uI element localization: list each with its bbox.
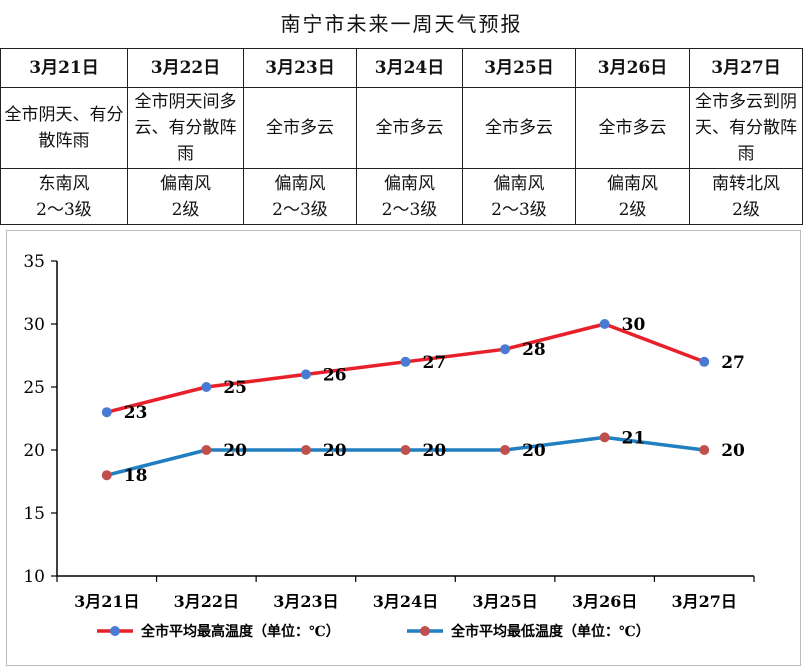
legend-marker <box>110 626 120 636</box>
data-label: 20 <box>323 441 347 461</box>
weather-cell: 全市多云 <box>243 87 357 169</box>
data-point <box>699 445 710 455</box>
date-cell: 3月21日 <box>0 48 128 88</box>
wind-direction: 东南风 <box>38 173 90 194</box>
data-label: 18 <box>124 466 148 486</box>
wind-direction: 偏南风 <box>274 173 326 194</box>
date-cell: 3月27日 <box>689 48 803 88</box>
series-line-low <box>106 435 705 477</box>
legend-label: 全市平均最高温度（单位：℃） <box>140 623 340 640</box>
y-tick-label: 20 <box>23 441 45 461</box>
page-title: 南宁市未来一周天气预报 <box>280 12 523 36</box>
temperature-chart: 10 15 20 25 30 35 3月21日 3月22日 3月23日 3月24日 3月25日 3月2… <box>6 230 801 666</box>
x-tick-label: 3月23日 <box>273 592 338 611</box>
data-label: 21 <box>622 428 646 448</box>
data-point <box>599 432 610 443</box>
x-tick-label: 3月22日 <box>174 592 239 611</box>
data-point <box>201 382 212 392</box>
y-tick-label: 35 <box>23 252 45 272</box>
wind-level: 2～3级 <box>491 199 547 220</box>
wind-cell: 偏南风 2～3级 <box>243 168 357 225</box>
y-tick-label: 25 <box>23 378 45 398</box>
data-label: 26 <box>323 365 347 385</box>
date-cell: 3月23日 <box>243 48 357 88</box>
data-label: 23 <box>124 403 148 423</box>
temperature-line-chart: 10 15 20 25 30 35 3月21日 3月22日 3月23日 3月24日 3月25日 3月2… <box>23 252 755 640</box>
data-point <box>500 445 511 455</box>
wind-level: 2～3级 <box>381 199 438 220</box>
wind-direction: 偏南风 <box>160 173 211 194</box>
data-point <box>599 319 610 329</box>
data-label: 27 <box>423 353 447 373</box>
weather-cell: 全市多云 <box>575 87 690 169</box>
wind-cell: 偏南风 2级 <box>127 168 244 225</box>
data-label: 28 <box>522 340 546 360</box>
weather-row: 全市阴天、有分散阵雨 全市阴天间多云、有分散阵雨 全市多云 全市多云 全市多云 … <box>0 87 803 169</box>
x-tick-label: 3月27日 <box>672 592 737 611</box>
date-row: 3月21日 3月22日 3月23日 3月24日 3月25日 3月26日 3月27… <box>0 48 803 88</box>
wind-direction: 南转北风 <box>712 173 780 194</box>
data-point <box>400 445 411 455</box>
date-cell: 3月24日 <box>356 48 463 88</box>
wind-cell: 偏南风 2级 <box>575 168 690 225</box>
weather-cell: 全市阴天间多云、有分散阵雨 <box>127 87 244 169</box>
data-point <box>300 369 311 380</box>
data-point <box>300 445 311 455</box>
date-cell: 3月22日 <box>127 48 244 88</box>
x-tick-label: 3月26日 <box>572 592 637 611</box>
wind-cell: 东南风 2～3级 <box>0 168 128 225</box>
wind-cell: 偏南风 2～3级 <box>462 168 576 225</box>
data-label: 20 <box>721 441 745 461</box>
weather-cell: 全市阴天、有分散阵雨 <box>0 87 128 169</box>
weather-cell: 全市多云 <box>462 87 576 169</box>
data-label: 20 <box>423 441 447 461</box>
weather-cell: 全市多云 <box>356 87 463 169</box>
data-point <box>500 344 511 355</box>
forecast-table: 3月21日 3月22日 3月23日 3月24日 3月25日 3月26日 3月27… <box>0 48 803 225</box>
data-point <box>101 407 112 418</box>
wind-level: 2级 <box>618 199 647 220</box>
wind-level: 2级 <box>732 199 760 220</box>
wind-level: 2～3级 <box>36 199 92 220</box>
x-tick-label: 3月21日 <box>74 592 139 611</box>
wind-direction: 偏南风 <box>384 173 435 194</box>
legend-marker <box>420 626 430 636</box>
wind-direction: 偏南风 <box>607 173 658 194</box>
y-tick-label: 15 <box>23 504 45 524</box>
data-label: 20 <box>522 441 546 461</box>
x-tick-label: 3月25日 <box>472 592 537 611</box>
data-label: 20 <box>223 441 247 461</box>
wind-cell: 南转北风 2级 <box>689 168 803 225</box>
x-tick-label: 3月24日 <box>373 592 438 611</box>
y-tick-label: 10 <box>23 567 45 587</box>
y-tick-label: 30 <box>23 315 45 335</box>
series-line-high <box>106 322 705 414</box>
data-point <box>400 356 411 367</box>
data-label: 25 <box>223 378 247 398</box>
wind-cell: 偏南风 2～3级 <box>356 168 463 225</box>
data-point <box>101 470 112 481</box>
legend-label: 全市平均最低温度（单位：℃） <box>450 623 650 640</box>
data-point <box>699 356 710 367</box>
data-point <box>201 445 212 455</box>
wind-level: 2级 <box>171 199 200 220</box>
weather-cell: 全市多云到阴天、有分散阵雨 <box>689 87 803 169</box>
data-label: 27 <box>721 353 745 373</box>
date-cell: 3月25日 <box>462 48 576 88</box>
wind-row: 东南风 2～3级 偏南风 2级 偏南风 2～3级 偏南风 2～3级 偏南风 2～3级 偏南… <box>0 168 803 225</box>
date-cell: 3月26日 <box>575 48 690 88</box>
data-label: 30 <box>622 315 646 335</box>
wind-direction: 偏南风 <box>493 173 545 194</box>
wind-level: 2～3级 <box>272 199 328 220</box>
